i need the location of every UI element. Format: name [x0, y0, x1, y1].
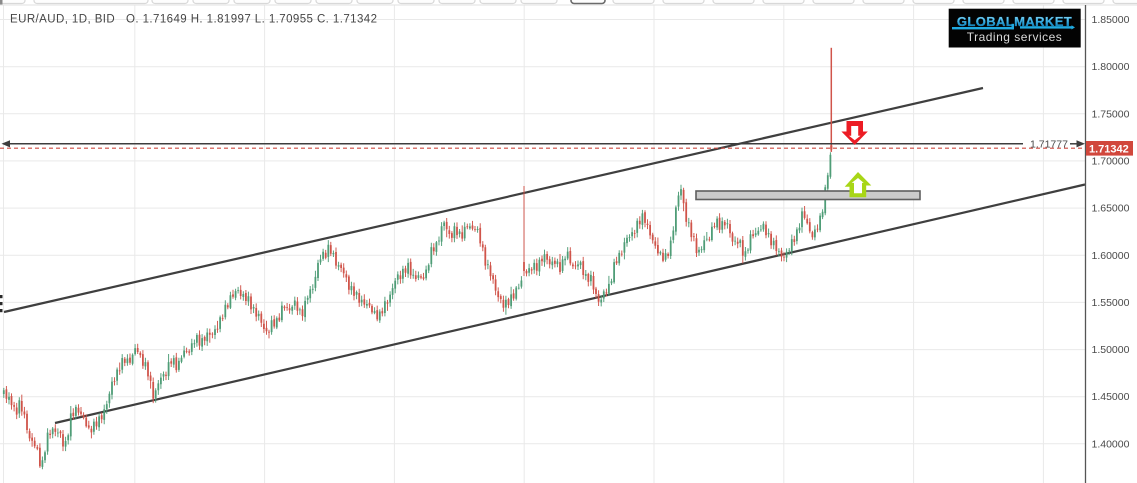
svg-text:1.65000: 1.65000 [1092, 203, 1130, 215]
svg-text:1.55000: 1.55000 [1092, 297, 1130, 309]
svg-text:1.85000: 1.85000 [1092, 14, 1130, 26]
svg-text:1.60000: 1.60000 [1092, 250, 1130, 262]
svg-text:EUR/AUD, 1D, BID O. 1.71649: EUR/AUD, 1D, BID O. 1.71649 H. 1.81997 L… [10, 13, 377, 25]
svg-text:1.50000: 1.50000 [1092, 344, 1130, 356]
svg-text:1.70000: 1.70000 [1092, 155, 1130, 167]
svg-text:Trading services: Trading services [967, 30, 1063, 44]
svg-text:1.71342: 1.71342 [1089, 143, 1129, 155]
svg-text:1.45000: 1.45000 [1092, 391, 1130, 403]
svg-text:1.80000: 1.80000 [1092, 61, 1130, 73]
svg-text:1.40000: 1.40000 [1092, 438, 1130, 450]
svg-text:1.71777: 1.71777 [1030, 138, 1068, 150]
svg-text:1.75000: 1.75000 [1092, 108, 1130, 120]
svg-text:GLOBALMARKET: GLOBALMARKET [957, 14, 1072, 29]
